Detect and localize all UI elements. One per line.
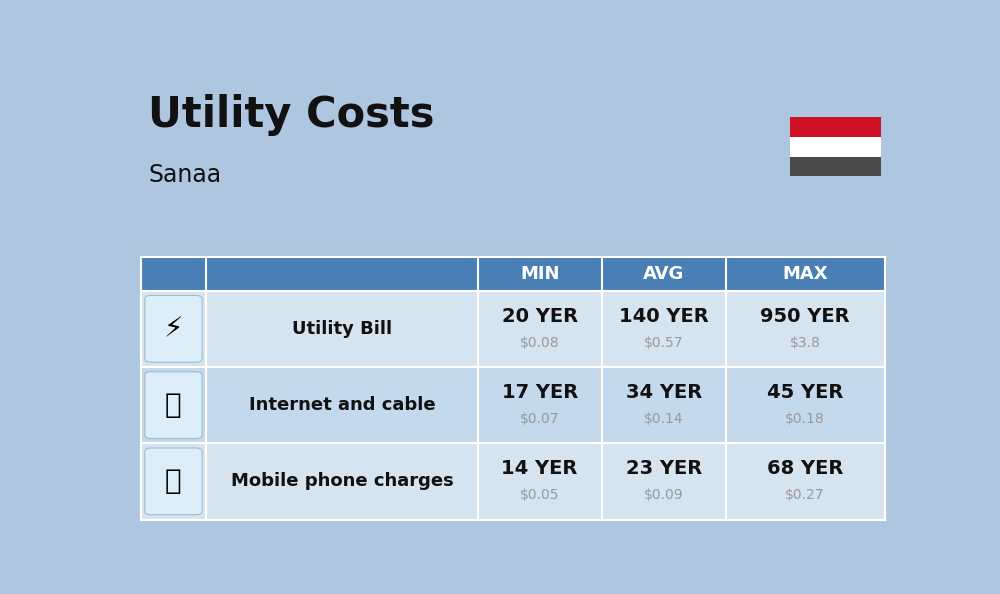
Text: $0.57: $0.57 [644,336,683,349]
Text: Utility Costs: Utility Costs [148,94,435,136]
Text: 📡: 📡 [165,391,182,419]
Text: 📱: 📱 [165,467,182,495]
Text: Internet and cable: Internet and cable [249,396,435,414]
Text: 45 YER: 45 YER [767,383,843,402]
Text: $0.09: $0.09 [644,488,683,502]
Bar [140,257,885,290]
Text: $0.07: $0.07 [520,412,559,426]
Text: ⚡: ⚡ [164,315,183,343]
Text: MAX: MAX [782,264,828,283]
Text: $0.27: $0.27 [785,488,825,502]
Text: $0.14: $0.14 [644,412,683,426]
Bar [140,443,885,520]
Text: $0.05: $0.05 [520,488,559,502]
Text: 34 YER: 34 YER [626,383,702,402]
FancyBboxPatch shape [145,448,202,515]
Text: AVG: AVG [643,264,684,283]
Bar [140,290,885,367]
Text: MIN: MIN [520,264,559,283]
Bar [790,157,881,176]
Text: 14 YER: 14 YER [501,459,578,478]
Text: $3.8: $3.8 [790,336,820,349]
Bar [790,137,881,157]
Text: Sanaa: Sanaa [148,163,221,187]
Text: 20 YER: 20 YER [502,307,578,326]
FancyBboxPatch shape [145,372,202,438]
Text: 68 YER: 68 YER [767,459,843,478]
Text: $0.18: $0.18 [785,412,825,426]
Bar [140,367,885,443]
Text: $0.08: $0.08 [520,336,559,349]
FancyBboxPatch shape [145,295,202,362]
Text: 950 YER: 950 YER [760,307,850,326]
Text: 23 YER: 23 YER [626,459,702,478]
Bar [790,117,881,137]
Text: Utility Bill: Utility Bill [292,320,392,338]
Text: Mobile phone charges: Mobile phone charges [231,472,453,491]
Text: 17 YER: 17 YER [502,383,578,402]
Text: 140 YER: 140 YER [619,307,708,326]
